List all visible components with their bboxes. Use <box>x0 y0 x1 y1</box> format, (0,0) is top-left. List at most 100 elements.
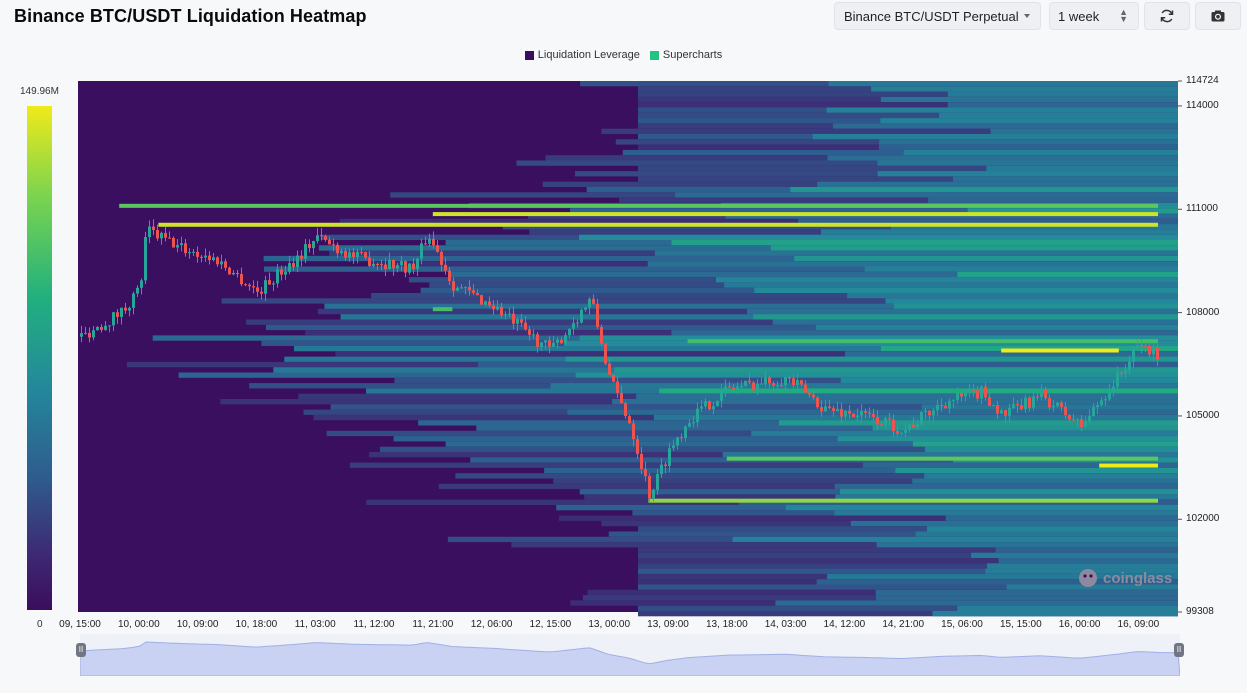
candle-body[interactable] <box>576 322 579 324</box>
candle-body[interactable] <box>88 332 91 338</box>
candle-body[interactable] <box>660 464 663 474</box>
candle-body[interactable] <box>1104 399 1107 401</box>
candle-body[interactable] <box>608 363 611 375</box>
candle-body[interactable] <box>460 287 463 289</box>
candle-body[interactable] <box>524 322 527 330</box>
candle-body[interactable] <box>156 230 159 239</box>
candle-body[interactable] <box>448 270 451 282</box>
candle-body[interactable] <box>544 340 547 343</box>
candle-body[interactable] <box>1096 405 1099 408</box>
candle-body[interactable] <box>168 237 171 239</box>
candle-body[interactable] <box>272 283 275 285</box>
candle-body[interactable] <box>1112 386 1115 392</box>
navigator-right-handle[interactable]: II <box>1174 643 1184 657</box>
candle-body[interactable] <box>100 326 103 330</box>
candle-body[interactable] <box>292 263 295 267</box>
candle-body[interactable] <box>736 386 739 390</box>
candle-body[interactable] <box>600 326 603 344</box>
candle-body[interactable] <box>388 259 391 270</box>
candle-body[interactable] <box>580 309 583 323</box>
candle-body[interactable] <box>344 250 347 258</box>
candle-body[interactable] <box>164 232 167 238</box>
candle-body[interactable] <box>664 464 667 467</box>
candle-body[interactable] <box>644 469 647 477</box>
candle-body[interactable] <box>784 376 787 386</box>
candle-body[interactable] <box>1060 402 1063 407</box>
candle-body[interactable] <box>748 380 751 383</box>
candle-body[interactable] <box>584 307 587 310</box>
candle-body[interactable] <box>552 342 555 347</box>
candle-body[interactable] <box>1140 345 1143 347</box>
candle-body[interactable] <box>696 408 699 423</box>
candle-body[interactable] <box>368 257 371 267</box>
candle-body[interactable] <box>184 243 187 254</box>
liquidation-band[interactable] <box>726 456 1158 461</box>
candle-body[interactable] <box>776 385 779 387</box>
candle-body[interactable] <box>708 401 711 410</box>
candle-body[interactable] <box>276 269 279 284</box>
candle-body[interactable] <box>1080 419 1083 428</box>
candle-body[interactable] <box>932 410 935 416</box>
candle-body[interactable] <box>892 419 895 432</box>
candle-body[interactable] <box>420 243 423 259</box>
candle-body[interactable] <box>1056 402 1059 406</box>
candle-body[interactable] <box>1028 397 1031 408</box>
candle-body[interactable] <box>180 243 183 246</box>
candle-body[interactable] <box>792 378 795 386</box>
candle-body[interactable] <box>160 232 163 239</box>
candle-body[interactable] <box>704 401 707 407</box>
candle-body[interactable] <box>568 328 571 336</box>
liquidation-band[interactable] <box>648 498 1158 503</box>
range-select[interactable]: 1 week ▲ ▼ <box>1049 2 1139 30</box>
candle-body[interactable] <box>128 307 131 311</box>
candle-body[interactable] <box>484 301 487 305</box>
candle-body[interactable] <box>264 280 267 294</box>
candle-body[interactable] <box>980 386 983 399</box>
candle-body[interactable] <box>816 397 819 408</box>
candle-body[interactable] <box>888 418 891 420</box>
candle-body[interactable] <box>968 389 971 393</box>
candle-body[interactable] <box>648 476 651 499</box>
candle-body[interactable] <box>1156 347 1159 360</box>
candle-body[interactable] <box>136 287 139 294</box>
candle-body[interactable] <box>252 286 255 288</box>
candle-body[interactable] <box>500 306 503 316</box>
candle-body[interactable] <box>1108 391 1111 400</box>
candle-body[interactable] <box>456 287 459 291</box>
candle-body[interactable] <box>328 239 331 245</box>
candle-body[interactable] <box>212 257 215 261</box>
candle-body[interactable] <box>920 412 923 425</box>
candle-body[interactable] <box>1152 347 1155 355</box>
candle-body[interactable] <box>208 255 211 261</box>
candle-body[interactable] <box>188 252 191 254</box>
candle-body[interactable] <box>196 251 199 257</box>
candle-body[interactable] <box>320 235 323 237</box>
candle-body[interactable] <box>668 448 671 467</box>
candle-body[interactable] <box>1044 389 1047 399</box>
candle-body[interactable] <box>936 404 939 411</box>
candle-body[interactable] <box>1032 396 1035 408</box>
candle-body[interactable] <box>124 307 127 311</box>
candle-body[interactable] <box>412 263 415 269</box>
candle-body[interactable] <box>1064 406 1067 415</box>
candle-body[interactable] <box>424 243 427 245</box>
candle-body[interactable] <box>680 437 683 439</box>
liquidation-band[interactable] <box>1099 463 1158 468</box>
candle-body[interactable] <box>1124 370 1127 374</box>
candle-body[interactable] <box>900 432 903 434</box>
candle-body[interactable] <box>464 286 467 288</box>
candle-body[interactable] <box>528 329 531 335</box>
candle-body[interactable] <box>304 244 307 259</box>
candle-body[interactable] <box>972 389 975 391</box>
candle-body[interactable] <box>444 264 447 271</box>
candle-body[interactable] <box>352 252 355 258</box>
candle-body[interactable] <box>996 405 999 414</box>
candle-body[interactable] <box>924 410 927 413</box>
candle-body[interactable] <box>536 334 539 347</box>
candle-body[interactable] <box>1084 420 1087 428</box>
candle-body[interactable] <box>692 422 695 424</box>
candle-body[interactable] <box>636 439 639 454</box>
candle-body[interactable] <box>360 251 363 253</box>
candle-body[interactable] <box>700 406 703 409</box>
candle-body[interactable] <box>848 410 851 414</box>
